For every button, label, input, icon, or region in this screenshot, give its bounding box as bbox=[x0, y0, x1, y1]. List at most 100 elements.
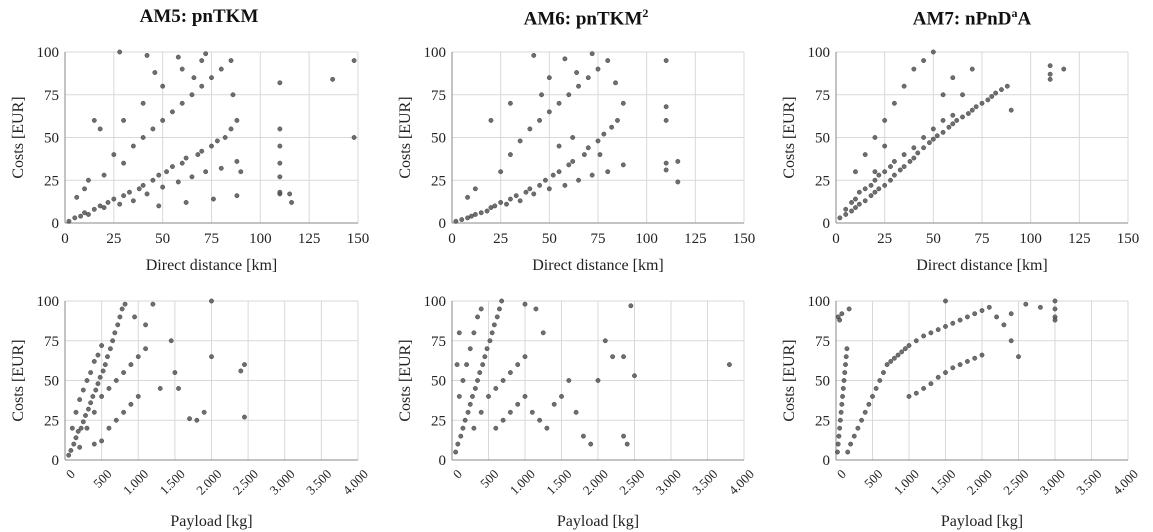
x-tick-label: 2.000 bbox=[580, 466, 611, 497]
data-point bbox=[471, 330, 477, 336]
data-point bbox=[597, 152, 603, 158]
data-point bbox=[892, 172, 897, 178]
data-point bbox=[906, 343, 912, 348]
y-axis-label: Costs [EUR] bbox=[10, 96, 27, 178]
y-tick-label: 25 bbox=[431, 173, 446, 189]
x-tick-label: 100 bbox=[249, 231, 272, 247]
data-point bbox=[91, 359, 97, 364]
data-point bbox=[888, 359, 894, 364]
data-point bbox=[465, 194, 470, 200]
data-point bbox=[872, 135, 878, 140]
data-point bbox=[498, 200, 504, 205]
y-axis-label: Costs [EUR] bbox=[397, 339, 414, 421]
data-point bbox=[993, 90, 999, 96]
data-point bbox=[102, 362, 108, 367]
data-point bbox=[160, 184, 166, 190]
data-point bbox=[570, 135, 576, 140]
data-point bbox=[544, 425, 550, 431]
data-point bbox=[467, 346, 473, 352]
data-point bbox=[965, 111, 971, 116]
data-point bbox=[979, 308, 985, 313]
data-point bbox=[946, 124, 952, 130]
data-point bbox=[928, 381, 934, 387]
data-point bbox=[494, 314, 500, 320]
data-point bbox=[117, 201, 123, 207]
y-tick-label: 0 bbox=[52, 453, 60, 469]
data-point bbox=[218, 66, 224, 72]
data-point bbox=[465, 409, 471, 415]
data-point bbox=[66, 452, 72, 458]
data-point bbox=[989, 94, 995, 99]
data-point bbox=[915, 150, 921, 156]
data-point bbox=[459, 217, 465, 222]
x-tick-label: 1.500 bbox=[927, 466, 958, 497]
y-axis-label: Costs [EUR] bbox=[10, 339, 27, 421]
data-point bbox=[999, 87, 1004, 93]
data-point bbox=[843, 212, 849, 217]
data-point bbox=[453, 449, 459, 455]
data-point bbox=[507, 152, 513, 158]
data-point bbox=[493, 386, 499, 391]
data-point bbox=[986, 304, 992, 310]
data-point bbox=[868, 182, 874, 188]
data-point bbox=[522, 301, 528, 307]
data-point bbox=[75, 428, 81, 434]
data-point bbox=[80, 387, 86, 393]
data-point bbox=[238, 368, 244, 374]
data-point bbox=[71, 441, 77, 447]
data-point bbox=[930, 126, 936, 132]
data-point bbox=[72, 215, 78, 221]
data-point bbox=[954, 118, 960, 123]
y-axis-label: Costs [EUR] bbox=[781, 96, 798, 178]
data-point bbox=[897, 167, 903, 173]
data-point bbox=[1038, 304, 1043, 310]
data-point bbox=[277, 126, 283, 132]
data-point bbox=[130, 143, 136, 149]
data-point bbox=[143, 322, 148, 328]
data-point bbox=[935, 374, 941, 380]
data-point bbox=[522, 393, 528, 399]
data-point bbox=[119, 306, 125, 312]
data-point bbox=[482, 354, 488, 360]
data-point bbox=[472, 386, 478, 391]
data-point bbox=[488, 205, 494, 211]
data-point bbox=[837, 215, 843, 221]
data-point bbox=[105, 354, 110, 360]
x-tick-label: 0 bbox=[61, 231, 69, 247]
data-point bbox=[901, 152, 907, 158]
data-point bbox=[573, 409, 579, 415]
x-tick-label: 500 bbox=[861, 466, 885, 490]
data-point bbox=[80, 419, 86, 425]
x-tick-label: 125 bbox=[298, 231, 321, 247]
data-point bbox=[892, 159, 897, 164]
data-point bbox=[835, 449, 840, 455]
data-point bbox=[921, 333, 926, 339]
data-point bbox=[546, 75, 552, 81]
data-point bbox=[550, 172, 556, 178]
data-point bbox=[877, 378, 883, 383]
data-point bbox=[492, 203, 498, 209]
data-point bbox=[121, 118, 127, 123]
data-point bbox=[859, 417, 864, 423]
data-point bbox=[199, 83, 205, 89]
data-point bbox=[539, 92, 544, 98]
data-point bbox=[846, 306, 852, 312]
x-axis-label: Direct distance [km] bbox=[532, 257, 664, 274]
data-point bbox=[855, 425, 861, 431]
y-tick-label: 25 bbox=[44, 413, 59, 429]
data-point bbox=[140, 135, 146, 140]
data-point bbox=[66, 218, 72, 224]
data-point bbox=[110, 338, 116, 344]
data-point bbox=[93, 387, 99, 393]
data-point bbox=[610, 354, 615, 360]
y-tick-label: 50 bbox=[431, 131, 446, 147]
data-point bbox=[605, 58, 611, 63]
x-tick-label: 0 bbox=[448, 231, 456, 247]
data-point bbox=[663, 118, 669, 123]
y-tick-label: 50 bbox=[44, 374, 59, 390]
data-point bbox=[849, 208, 854, 214]
chart-title-am5: AM5: pnTKM bbox=[139, 6, 259, 27]
data-point bbox=[170, 164, 175, 169]
data-point bbox=[940, 118, 946, 123]
